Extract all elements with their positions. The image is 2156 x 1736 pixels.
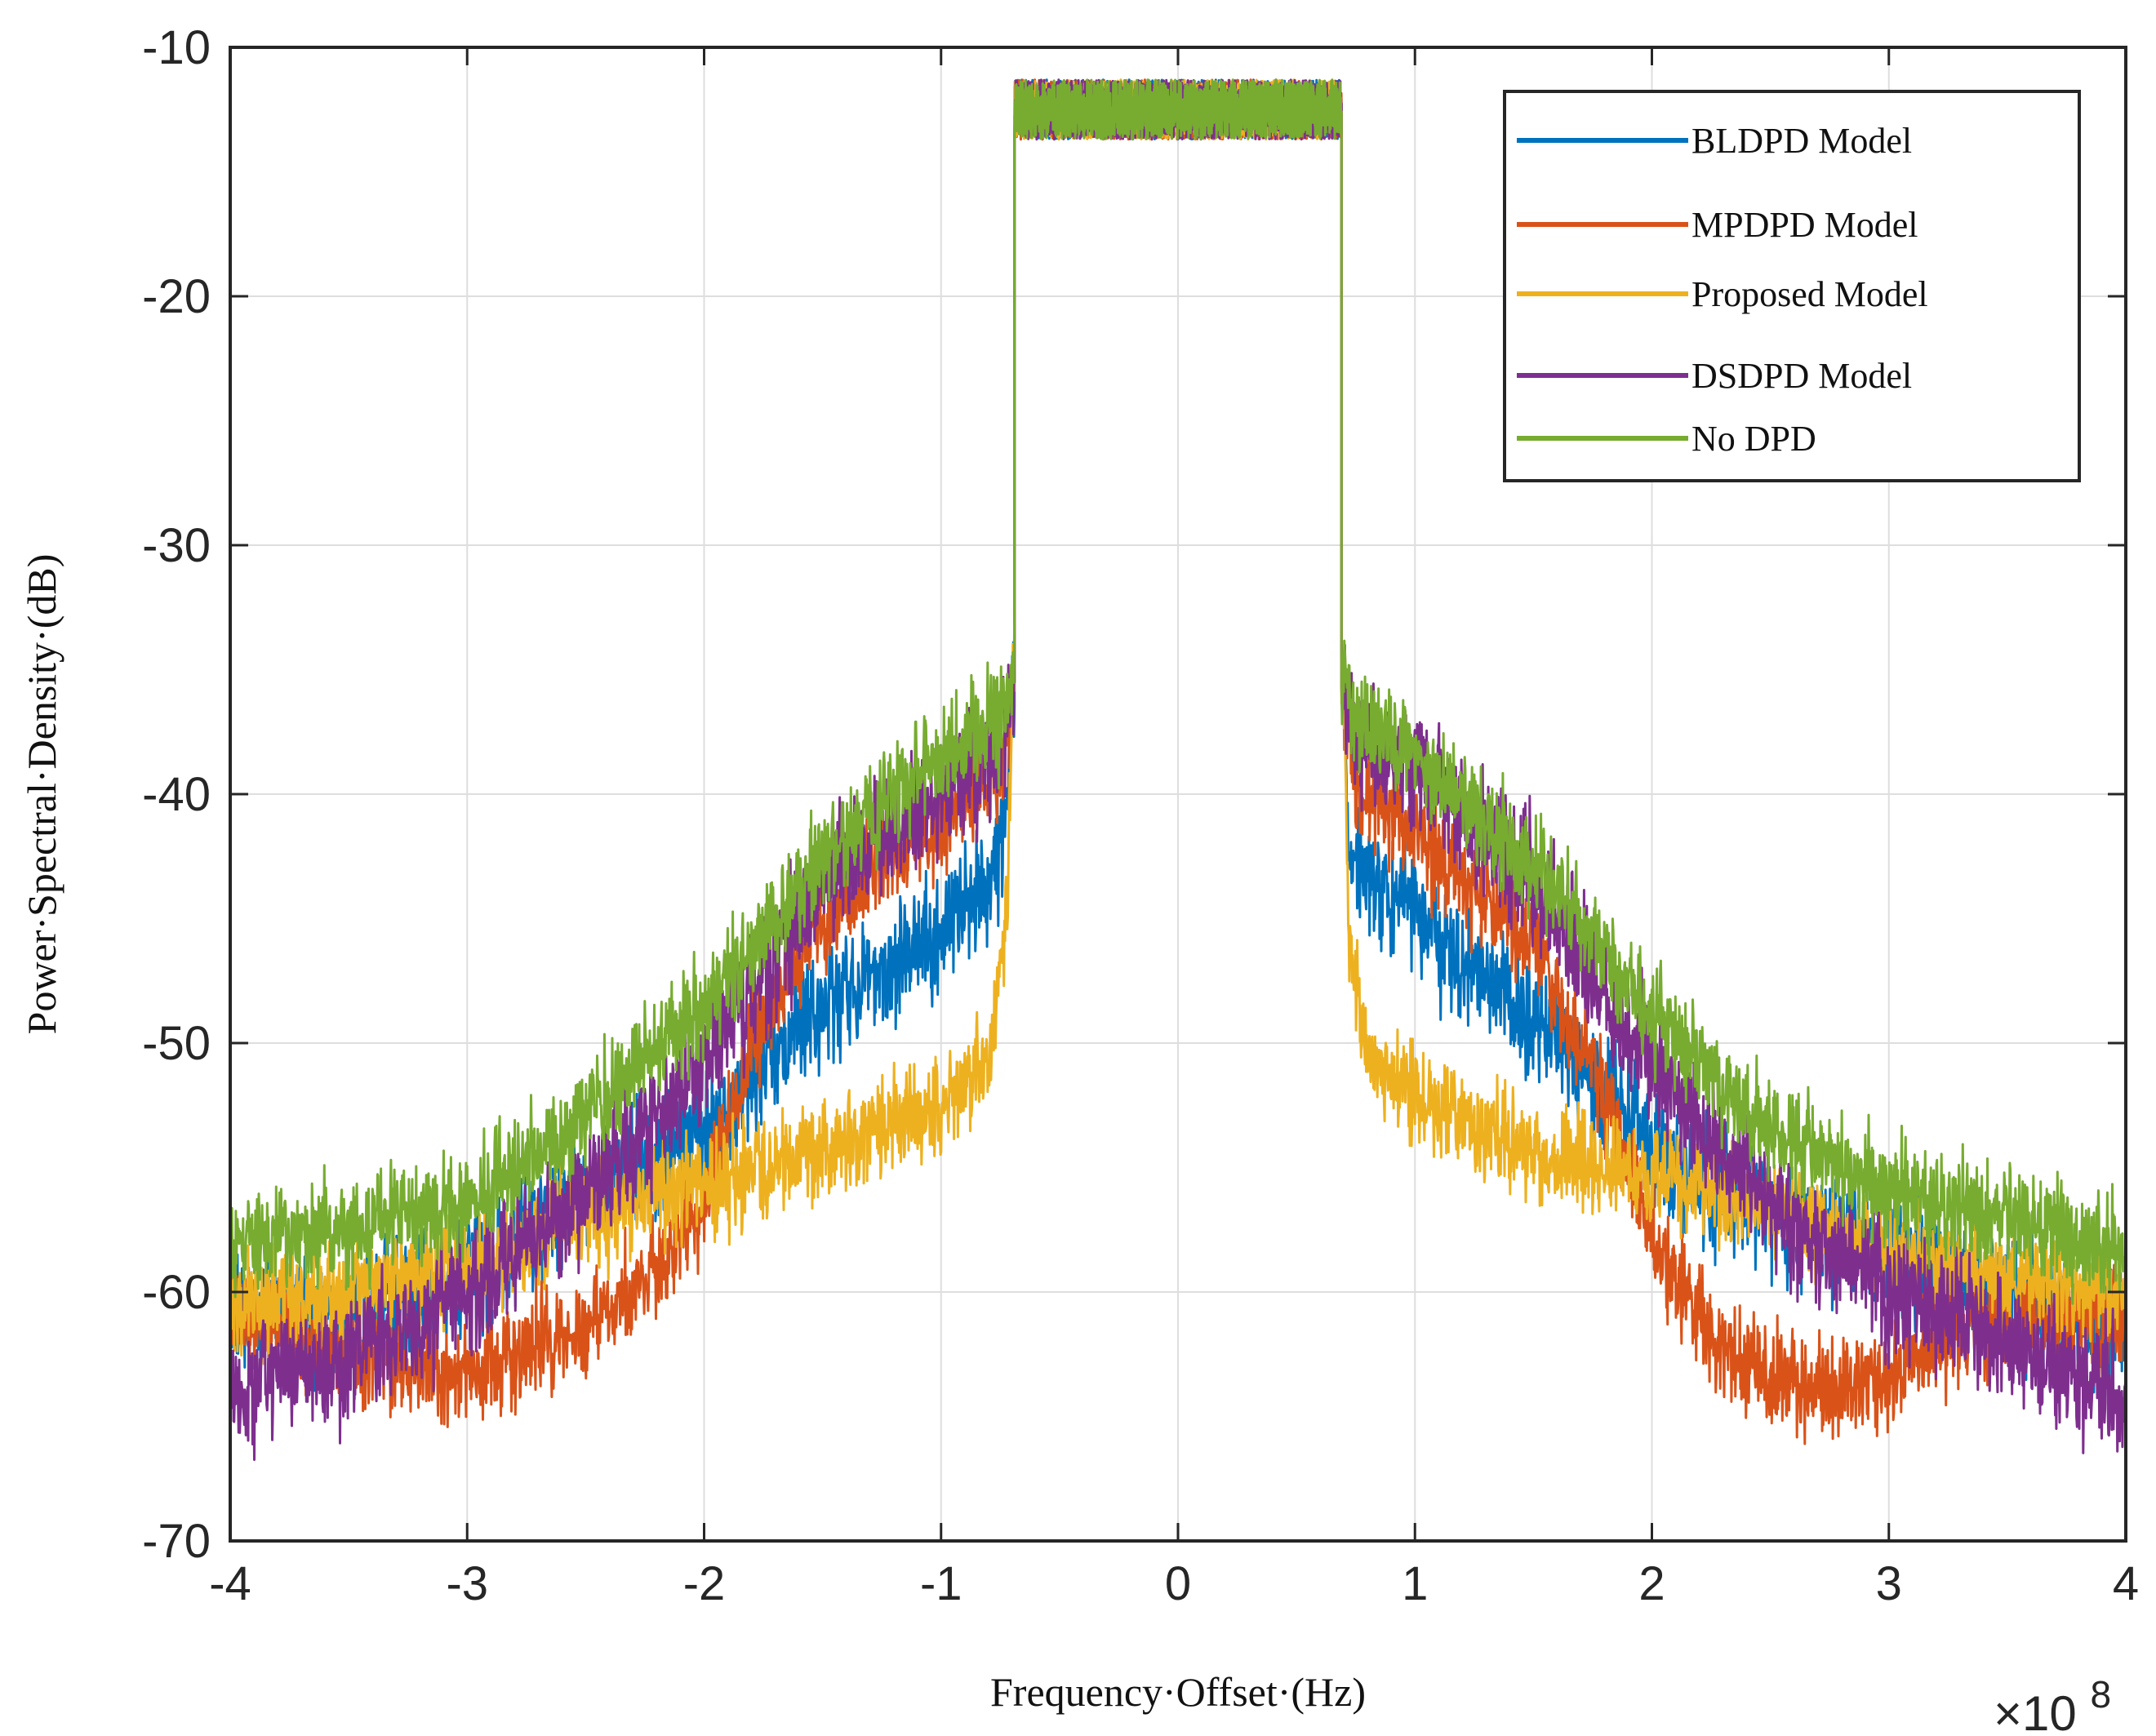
x-tick-label: -2: [683, 1557, 726, 1610]
legend-label: No DPD: [1691, 419, 1816, 459]
y-tick-label: -30: [142, 519, 211, 572]
y-tick-label: -10: [142, 21, 211, 74]
legend-label: DSDPD Model: [1691, 356, 1912, 396]
legend: BLDPD Model MPDPD Model Proposed Model DSDP…: [1503, 90, 2081, 482]
x-axis-label: Frequency·Offset·(Hz): [990, 1669, 1366, 1715]
y-tick-label: -60: [142, 1266, 211, 1319]
x-tick-label: 4: [2113, 1557, 2139, 1610]
series-lines: [229, 78, 2127, 1461]
x-tick-label: -4: [209, 1557, 251, 1610]
x-tick-label: 0: [1165, 1557, 1191, 1610]
x-tick-label: 2: [1638, 1557, 1665, 1610]
legend-label: Proposed Model: [1691, 274, 1928, 314]
y-tick-label: -40: [142, 768, 211, 821]
x-tick-label: 3: [1876, 1557, 1902, 1610]
series-line-no-dpd: [229, 78, 2127, 1305]
x-tick-label: -1: [920, 1557, 962, 1610]
x-exponent-power: 8: [2090, 1673, 2111, 1716]
axis-ticks: -4 -3 -2 -1 0 1 2 3 4-10-20-30-40-50-60-70: [142, 21, 2139, 1610]
y-axis-label: Power·Spectral·Density·(dB): [19, 554, 64, 1035]
x-tick-label: -3: [446, 1557, 488, 1610]
x-exponent-base: ×10: [1994, 1686, 2077, 1736]
x-exponent-label: ×10 8: [1994, 1673, 2111, 1736]
legend-box: [1503, 90, 2081, 482]
legend-label: MPDPD Model: [1691, 205, 1918, 245]
y-tick-label: -50: [142, 1017, 211, 1070]
x-tick-label: 1: [1402, 1557, 1428, 1610]
legend-label: BLDPD Model: [1691, 121, 1912, 161]
y-tick-label: -20: [142, 270, 211, 323]
y-tick-label: -70: [142, 1515, 211, 1568]
